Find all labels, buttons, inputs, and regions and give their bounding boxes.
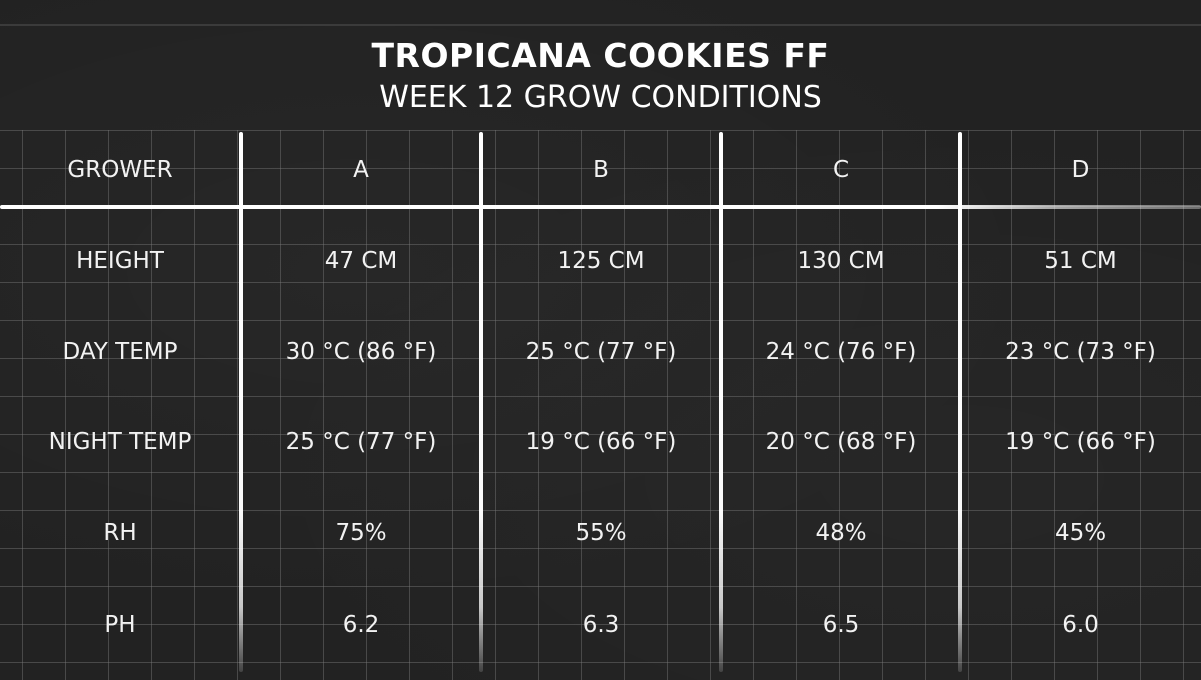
top-rule-line: [0, 24, 1201, 26]
row-label: RH: [103, 520, 137, 546]
table-cell: 6.5: [822, 612, 860, 638]
column-header-a: A: [353, 157, 369, 183]
table-cell: 25 °C (77 °F): [285, 429, 437, 455]
table-cell: 125 CM: [557, 248, 645, 274]
table-cell: 6.3: [582, 612, 620, 638]
grid-background: [0, 130, 1201, 680]
header-label-grower: GROWER: [67, 157, 173, 183]
column-header-b: B: [593, 157, 609, 183]
header-divider: [0, 205, 1201, 209]
table-cell: 6.0: [1062, 612, 1099, 638]
table-cell: 19 °C (66 °F): [1005, 429, 1156, 455]
table-cell: 48%: [815, 520, 867, 546]
row-label: PH: [104, 612, 136, 638]
row-label: NIGHT TEMP: [48, 429, 192, 455]
row-label: HEIGHT: [76, 248, 164, 274]
table-cell: 51 CM: [1044, 248, 1117, 274]
table-cell: 47 CM: [324, 248, 398, 274]
table-cell: 45%: [1054, 520, 1107, 546]
table-cell: 24 °C (76 °F): [765, 339, 917, 365]
column-header-c: C: [832, 157, 850, 183]
table-cell: 130 CM: [797, 248, 885, 274]
chart-title: TROPICANA COOKIES FF: [371, 36, 830, 75]
table-cell: 23 °C (73 °F): [1005, 339, 1156, 365]
chart-subtitle: WEEK 12 GROW CONDITIONS: [379, 80, 822, 115]
column-divider-4: [958, 132, 962, 672]
table-cell: 19 °C (66 °F): [525, 429, 677, 455]
column-divider-1: [239, 132, 243, 672]
table-cell: 30 °C (86 °F): [285, 339, 437, 365]
row-label: DAY TEMP: [62, 339, 178, 365]
table-cell: 75%: [335, 520, 387, 546]
table-cell: 25 °C (77 °F): [525, 339, 677, 365]
table-cell: 55%: [575, 520, 627, 546]
table-cell: 20 °C (68 °F): [765, 429, 917, 455]
table-cell: 6.2: [342, 612, 380, 638]
column-divider-3: [719, 132, 723, 672]
column-header-d: D: [1071, 157, 1090, 183]
column-divider-2: [479, 132, 483, 672]
